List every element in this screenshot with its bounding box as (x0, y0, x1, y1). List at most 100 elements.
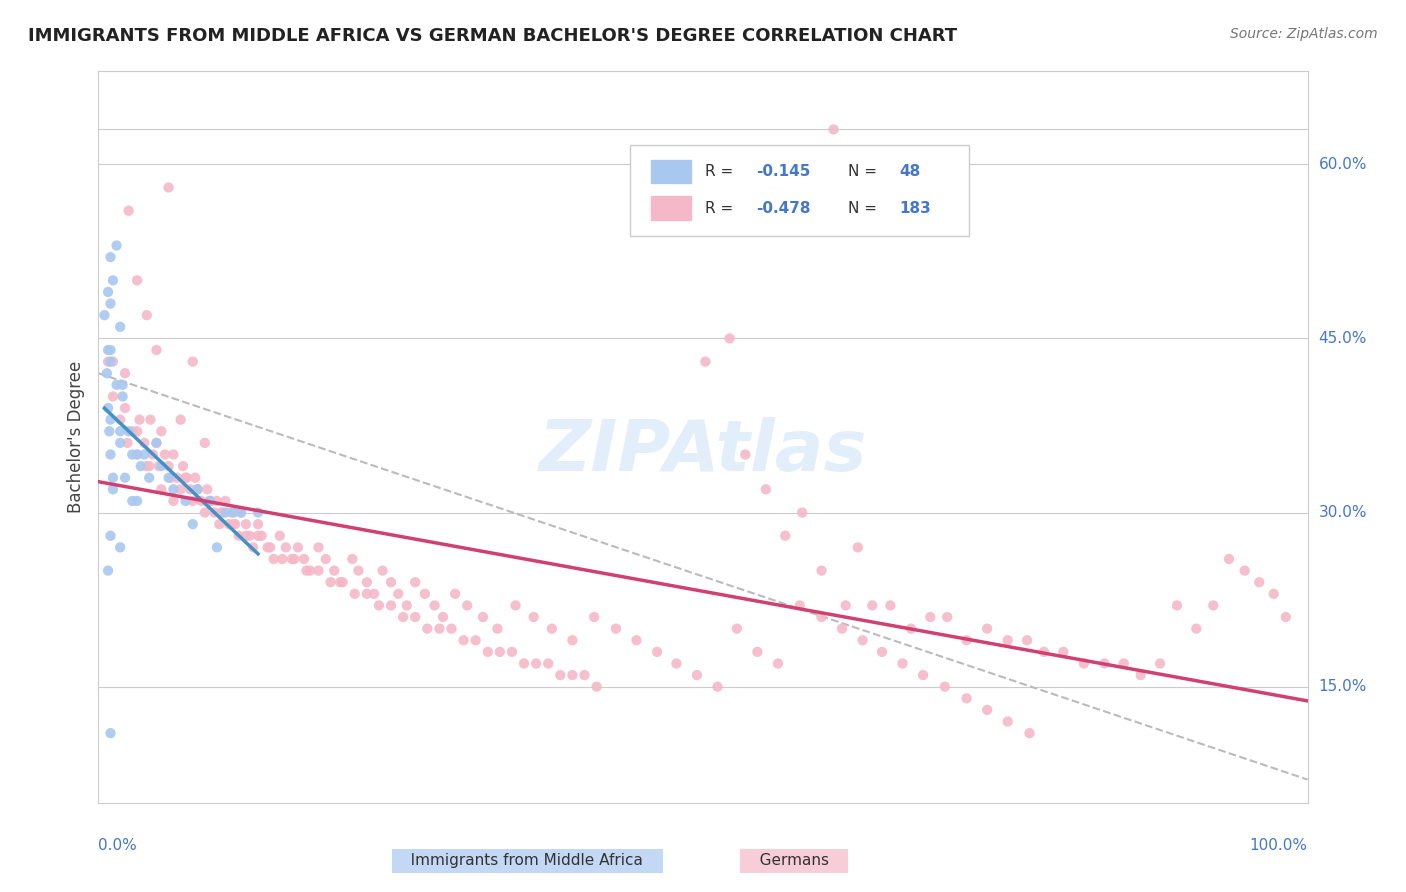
Point (1202, 599, 1225, 613)
Point (477, 645, 499, 659)
Point (228, 529, 250, 543)
Point (416, 622, 439, 636)
Point (1052, 645, 1074, 659)
Point (860, 599, 883, 613)
Point (852, 633, 875, 648)
Text: 183: 183 (898, 201, 931, 216)
Point (97, 401, 120, 415)
Point (214, 506, 236, 520)
Point (934, 680, 956, 694)
Point (695, 354, 717, 368)
Point (135, 459, 157, 474)
Point (1073, 657, 1095, 671)
Point (100, 412, 122, 426)
Text: Germans: Germans (745, 854, 844, 868)
Point (134, 436, 156, 450)
Text: 45.0%: 45.0% (1319, 331, 1367, 346)
Point (810, 564, 832, 578)
Point (718, 331, 741, 345)
Point (229, 506, 252, 520)
Point (329, 575, 352, 590)
Point (846, 541, 869, 555)
Point (129, 459, 152, 474)
Point (145, 436, 167, 450)
Text: 15.0%: 15.0% (1319, 679, 1367, 694)
Point (121, 448, 143, 462)
Point (686, 668, 709, 682)
Point (127, 494, 149, 508)
Point (247, 529, 270, 543)
Point (174, 494, 197, 508)
Point (283, 552, 305, 566)
Point (404, 575, 426, 590)
Point (153, 448, 176, 462)
Point (179, 483, 201, 497)
Point (250, 529, 273, 543)
Point (583, 610, 606, 624)
Point (235, 517, 257, 532)
Text: 48: 48 (898, 164, 920, 179)
Point (224, 517, 246, 532)
Point (194, 506, 217, 520)
Point (308, 564, 330, 578)
Point (823, 122, 845, 136)
Point (101, 273, 124, 287)
Point (792, 506, 814, 520)
Point (955, 633, 977, 648)
Point (118, 424, 141, 438)
Point (347, 564, 370, 578)
Point (121, 494, 143, 508)
Point (747, 645, 769, 659)
Point (100, 448, 122, 462)
Point (432, 610, 454, 624)
Point (242, 541, 264, 555)
Point (114, 471, 136, 485)
Point (127, 448, 149, 462)
Point (111, 389, 134, 403)
Point (501, 645, 523, 659)
Point (108, 319, 131, 334)
Point (100, 343, 122, 357)
Point (645, 645, 668, 659)
Point (810, 610, 832, 624)
Point (114, 366, 136, 380)
Point (198, 494, 221, 508)
Point (773, 529, 796, 543)
Text: N =: N = (848, 164, 882, 179)
Point (605, 622, 627, 636)
Point (157, 471, 180, 485)
Point (208, 517, 231, 532)
Point (100, 250, 122, 264)
Point (1129, 668, 1152, 682)
Point (190, 494, 212, 508)
Point (105, 238, 128, 252)
Point (205, 494, 228, 508)
Point (891, 657, 914, 671)
Point (561, 668, 583, 682)
Point (100, 529, 122, 543)
Text: IMMIGRANTS FROM MIDDLE AFRICA VS GERMAN BACHELOR'S DEGREE CORRELATION CHART: IMMIGRANTS FROM MIDDLE AFRICA VS GERMAN … (28, 27, 957, 45)
Point (356, 575, 378, 590)
Text: R =: R = (706, 164, 738, 179)
Point (181, 494, 204, 508)
Point (1015, 633, 1038, 648)
Point (766, 657, 789, 671)
Point (561, 633, 583, 648)
Point (1185, 622, 1208, 636)
Point (162, 448, 184, 462)
Text: 60.0%: 60.0% (1319, 157, 1367, 172)
Point (118, 203, 141, 218)
Point (127, 448, 149, 462)
Point (101, 483, 124, 497)
Point (148, 459, 170, 474)
Point (368, 599, 391, 613)
Point (269, 529, 291, 543)
Point (1094, 657, 1116, 671)
Point (174, 471, 197, 485)
Point (429, 622, 451, 636)
Point (453, 633, 475, 648)
Point (274, 541, 297, 555)
Point (523, 610, 546, 624)
Point (755, 483, 778, 497)
Point (1275, 610, 1298, 624)
